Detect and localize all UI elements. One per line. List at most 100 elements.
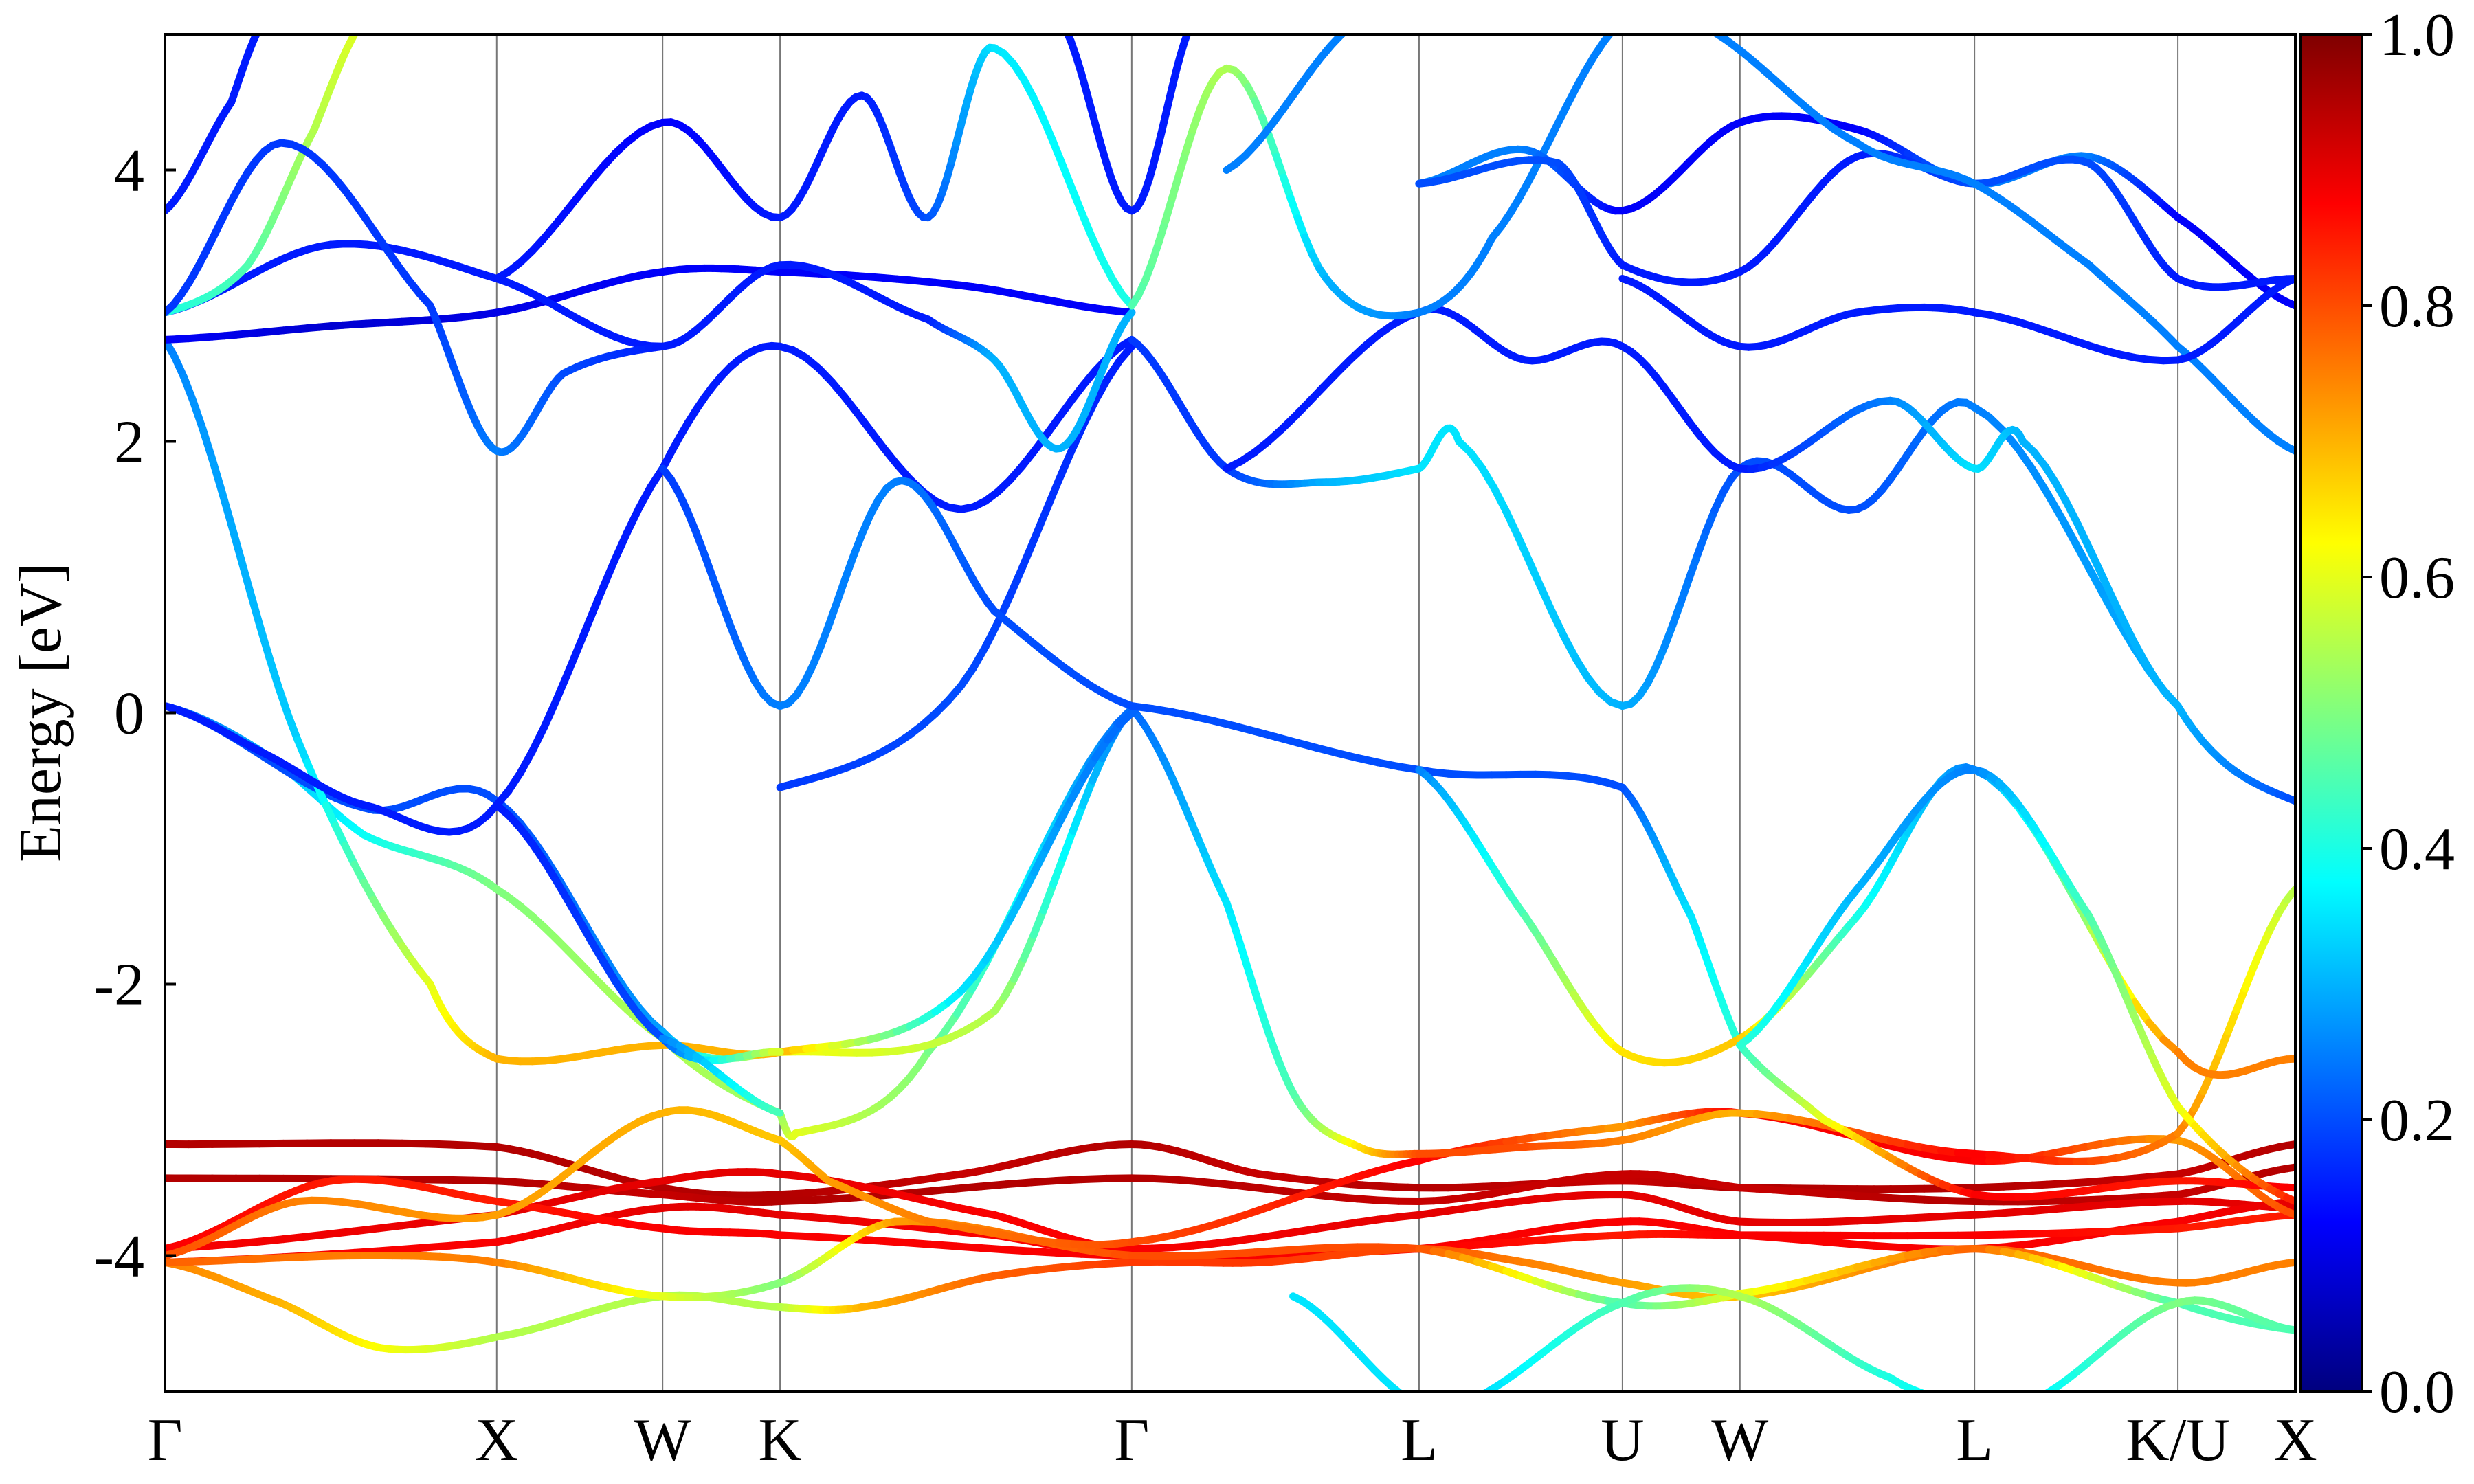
band-segment xyxy=(2074,521,2093,552)
band-segment xyxy=(1091,375,1111,405)
band-segment xyxy=(850,530,866,559)
band-segment xyxy=(2086,567,2109,602)
band-segment xyxy=(1067,774,1087,805)
band-segment xyxy=(2283,442,2295,455)
band-segment xyxy=(981,936,1002,965)
band-segment xyxy=(1398,1390,1404,1391)
band-segment xyxy=(2043,489,2066,522)
band-segment xyxy=(1115,709,1136,729)
band-segment xyxy=(1039,115,1058,146)
band-segment xyxy=(623,504,643,537)
band-segment xyxy=(1049,138,1067,170)
band-segment xyxy=(2224,1006,2240,1035)
band-segment xyxy=(2023,1400,2034,1405)
x-tick-label: Γ xyxy=(148,1407,183,1474)
band-segment xyxy=(1944,1399,1950,1401)
colorbar-tick-label: 0.0 xyxy=(2379,1359,2455,1426)
band-segment xyxy=(651,342,667,352)
band-segment xyxy=(939,1010,961,1039)
colorbar-tick-label: 0.4 xyxy=(2379,816,2455,883)
band-segment xyxy=(1055,448,1075,484)
band-series xyxy=(165,1106,2295,1259)
band-segment xyxy=(1459,1400,1471,1404)
band-segment xyxy=(1043,476,1062,514)
band-series xyxy=(1128,702,2295,1201)
band-series xyxy=(165,335,1136,836)
x-tick-label: K xyxy=(758,1407,802,1474)
x-tick-label: W xyxy=(1711,1407,1768,1474)
band-segment xyxy=(256,1235,287,1246)
band-segment xyxy=(2130,998,2153,1026)
band-segment xyxy=(208,1239,240,1250)
band-segment xyxy=(817,620,834,650)
band-segment xyxy=(2014,445,2037,473)
band-segment xyxy=(2233,985,2249,1014)
band-segment xyxy=(834,574,849,605)
band-lines xyxy=(165,21,2295,1405)
band-segment xyxy=(293,736,311,767)
band-segment xyxy=(2130,637,2149,666)
band-segment xyxy=(876,1237,910,1247)
band-series xyxy=(165,702,1136,1063)
band-segment xyxy=(801,1195,834,1204)
band-segment xyxy=(2101,594,2124,628)
band-segment xyxy=(709,574,726,605)
band-segment xyxy=(2108,592,2127,623)
band-segment xyxy=(1478,464,1498,492)
band-segment xyxy=(952,1182,985,1193)
band-segment xyxy=(1002,1246,1036,1255)
band-segment xyxy=(1161,193,1177,224)
band-segment xyxy=(246,588,264,629)
band-segment xyxy=(926,1184,960,1195)
band-segment xyxy=(1118,698,1136,710)
band-segment xyxy=(1069,187,1086,219)
band-segment xyxy=(1059,162,1077,195)
band-segment xyxy=(1069,801,1086,835)
band-segment xyxy=(254,34,261,36)
band-segment xyxy=(1055,796,1075,828)
band-segment xyxy=(398,1219,430,1230)
band-segment xyxy=(374,1222,406,1233)
band-segment xyxy=(357,25,360,31)
band-segment xyxy=(826,1193,860,1203)
band-series xyxy=(1618,275,2295,365)
band-segment xyxy=(842,551,858,582)
band-segment xyxy=(977,1180,1010,1191)
band-segment xyxy=(2096,568,2115,600)
band-segment xyxy=(2119,615,2138,645)
band-segment xyxy=(516,747,536,777)
colorbar xyxy=(2299,33,2363,1393)
band-series xyxy=(658,1035,784,1117)
colorbar-tick-label: 0.2 xyxy=(2379,1088,2455,1154)
band-series xyxy=(1459,1284,1950,1404)
band-segment xyxy=(170,352,188,381)
x-tick-label: X xyxy=(2273,1407,2317,1474)
band-series xyxy=(1128,705,2295,1165)
band-segment xyxy=(953,985,976,1018)
band-segment xyxy=(552,669,572,705)
band-segment xyxy=(1613,21,1623,30)
band-segment xyxy=(1078,1174,1111,1184)
band-series xyxy=(1223,34,1348,174)
band-segment xyxy=(825,597,842,628)
band-segment xyxy=(1175,147,1190,178)
band-segment xyxy=(981,618,1002,651)
band-series xyxy=(1415,763,2295,1079)
band-segment xyxy=(576,917,596,945)
band-segment xyxy=(256,621,274,662)
band-segment xyxy=(588,583,608,620)
band-segment xyxy=(180,373,197,406)
band-segment xyxy=(2283,1325,2295,1334)
band-segment xyxy=(1018,868,1038,900)
band-segment xyxy=(262,21,264,24)
band-series xyxy=(1710,34,2295,455)
band-segment xyxy=(421,1140,454,1149)
band-segment xyxy=(1168,170,1183,201)
band-segment xyxy=(303,1230,335,1241)
band-segment xyxy=(1052,1176,1086,1184)
band-segment xyxy=(700,551,717,582)
band-segment xyxy=(361,21,364,25)
band-segment xyxy=(326,1227,359,1238)
band-segment xyxy=(398,1244,430,1253)
band-series xyxy=(1128,21,1623,320)
